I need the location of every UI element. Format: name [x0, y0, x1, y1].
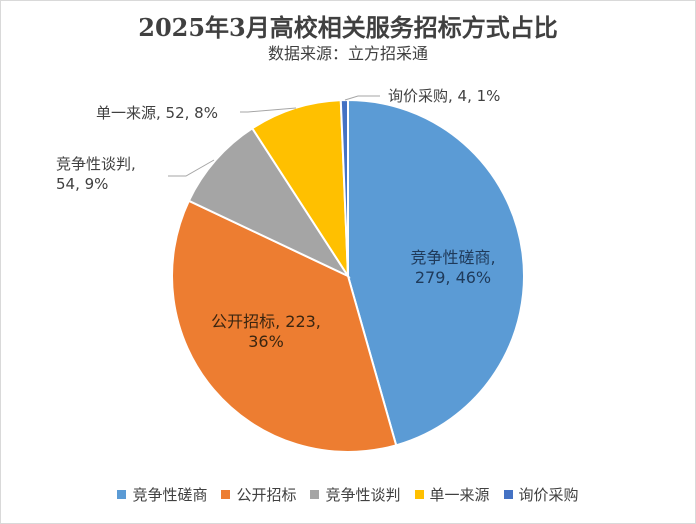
legend-swatch	[503, 490, 513, 499]
chart-title: 2025年3月高校相关服务招标方式占比	[138, 13, 558, 42]
legend-swatch	[414, 490, 424, 499]
chart-subtitle: 数据来源：立方招采通	[267, 44, 428, 63]
leader-line-4	[240, 107, 297, 113]
legend-swatch	[310, 490, 320, 499]
pie-slice-1	[347, 98, 525, 447]
leader-line-5	[344, 95, 380, 101]
legend-item-4: 单一来源	[414, 484, 490, 505]
leader-line-3	[168, 159, 215, 177]
legend-label: 竞争性谈判	[325, 486, 401, 504]
data-label-4: 单一来源, 52, 8%	[96, 104, 218, 122]
legend-label: 单一来源	[429, 486, 490, 504]
legend-swatch	[117, 490, 127, 499]
legend-item-3: 竞争性谈判	[310, 484, 401, 505]
data-label-5: 询价采购, 4, 1%	[388, 87, 501, 105]
data-label-3: 竞争性谈判, 54, 9%	[56, 155, 136, 193]
pie-slice-5	[339, 98, 349, 277]
legend-label: 公开招标	[236, 486, 297, 504]
legend-item-1: 竞争性磋商	[117, 484, 207, 505]
data-label-1: 竞争性磋商, 279, 46%	[410, 248, 496, 287]
pie-slice-3	[187, 126, 351, 279]
legend-item-5: 询价采购	[503, 484, 579, 505]
legend-label: 询价采购	[518, 486, 579, 504]
legend-label: 竞争性磋商	[132, 486, 208, 504]
legend: 竞争性磋商 公开招标 竞争性谈判 单一来源 询价采购	[0, 484, 696, 505]
legend-swatch	[221, 490, 231, 499]
legend-item-2: 公开招标	[221, 484, 296, 505]
pie-slice-2	[171, 199, 398, 453]
data-label-2: 公开招标, 223, 36%	[211, 312, 321, 351]
